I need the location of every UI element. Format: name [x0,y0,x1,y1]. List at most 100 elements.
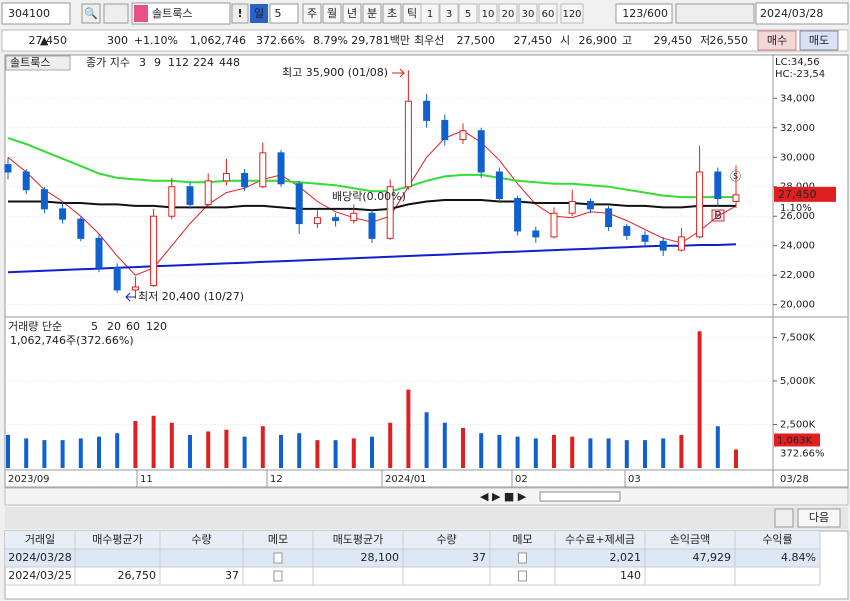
x-tick-label: 11 [140,474,153,485]
minute-tab-label: 120 [562,9,581,20]
price-tag: 27,450 [778,188,817,201]
buy-marker-box [711,209,725,222]
scroll-controls[interactable]: ◀ ▶ ■ ▶ [480,490,527,503]
period-tab[interactable] [382,3,402,24]
chart-name: 솔트룩스 [10,56,50,69]
search-button[interactable] [81,3,101,24]
cell-buy-qty: 37 [225,569,239,582]
volume-ratio-tag: 372.66% [780,448,825,459]
volume-ma-period: 20 [107,320,121,333]
memo-icon[interactable] [273,552,283,564]
volume-bar [479,433,484,468]
candle-body [40,189,48,210]
period-tab[interactable] [322,3,342,24]
volume-bar [133,420,138,468]
candle-body [77,218,85,239]
x-tick-label: 02 [515,474,528,485]
volume-bar [297,433,302,468]
volume-bar [679,434,684,468]
candle-body [368,212,376,239]
chart-name-box [5,55,71,71]
cell-return: 4.84% [781,551,816,564]
quote-volume: 1,062,746 [190,34,246,47]
candle-body [204,180,212,205]
cell-fee: 2,021 [610,551,642,564]
cell-profit: 47,929 [693,551,732,564]
volume-bar [461,427,465,468]
table-header: 수량 [436,533,456,546]
memo-icon[interactable] [518,570,527,582]
volume-bar [60,440,65,468]
volume-bar [643,440,647,468]
moving-average [7,137,736,199]
settings-button[interactable] [774,508,794,528]
volume-bar [406,389,411,468]
memo-icon[interactable] [273,570,283,582]
candle-body [441,119,449,141]
stock-name: 솔트룩스 [152,7,192,20]
alert-button[interactable] [231,3,249,24]
candle-body [495,171,503,200]
candle-body [459,130,467,141]
candle-body [605,208,613,228]
period-tab[interactable] [342,3,362,24]
table-header: 매수평균가 [92,533,143,546]
low-arrow [125,292,136,302]
quote-amount: 29,781백만 [351,34,410,47]
x-tick-label: 2024/01 [385,474,427,485]
minute-tab[interactable] [478,3,498,24]
volume-bar [624,440,629,468]
cell-date: 2024/03/28 [8,551,71,564]
quote-arrow: ▲ [40,34,49,47]
quote-best-ask: 27,500 [457,34,496,47]
minute-tab[interactable] [458,3,478,24]
candle-body [186,186,194,205]
period-count[interactable] [269,3,299,24]
volume-bar [697,331,702,468]
volume-bar [515,436,520,468]
period-tab[interactable] [362,3,382,24]
next-button[interactable] [797,508,841,528]
candle-body [259,152,267,188]
date-box[interactable] [755,2,849,25]
volume-bar [42,440,47,468]
period-tab[interactable] [302,3,322,24]
count-box[interactable] [615,3,673,24]
candle-body [113,267,121,291]
volume-bar [224,429,229,468]
tool-icons[interactable] [675,3,755,24]
quote-bar [1,29,849,52]
y-tick-label: 22,000 [780,270,815,281]
code-input[interactable] [1,2,71,25]
volume-bar [188,434,192,468]
minute-tab[interactable] [518,3,538,24]
candle-body [295,183,303,225]
minute-tab[interactable] [439,3,459,24]
x-tick-label: 12 [270,474,283,485]
minute-tab-label: 30 [522,9,535,20]
period-button[interactable] [250,4,268,23]
ma-period: 224 [193,56,214,69]
minute-tab[interactable] [560,3,584,24]
zoom-slider[interactable] [539,491,621,502]
volume-tag-box [774,433,820,447]
scroll-bar[interactable] [4,487,849,506]
cell-buy-avg: 26,750 [118,569,157,582]
stock-badge [134,5,148,22]
candle-body [714,171,722,200]
sound-button[interactable] [103,3,129,24]
minute-tab[interactable] [538,3,558,24]
buy-marker: B [714,209,722,222]
volume-bar [78,438,83,468]
candle-body [423,100,431,121]
minute-tab[interactable] [498,3,518,24]
volume-ma-period: 5 [91,320,98,333]
name-box[interactable] [131,2,231,25]
minute-tab[interactable] [420,3,440,24]
sell-button[interactable] [799,30,839,51]
volume-bar [424,412,429,468]
candle-body [550,212,558,238]
buy-button[interactable] [757,30,797,51]
low-note: 최저 20,400 (10/27) [138,290,244,303]
memo-icon[interactable] [518,552,527,564]
